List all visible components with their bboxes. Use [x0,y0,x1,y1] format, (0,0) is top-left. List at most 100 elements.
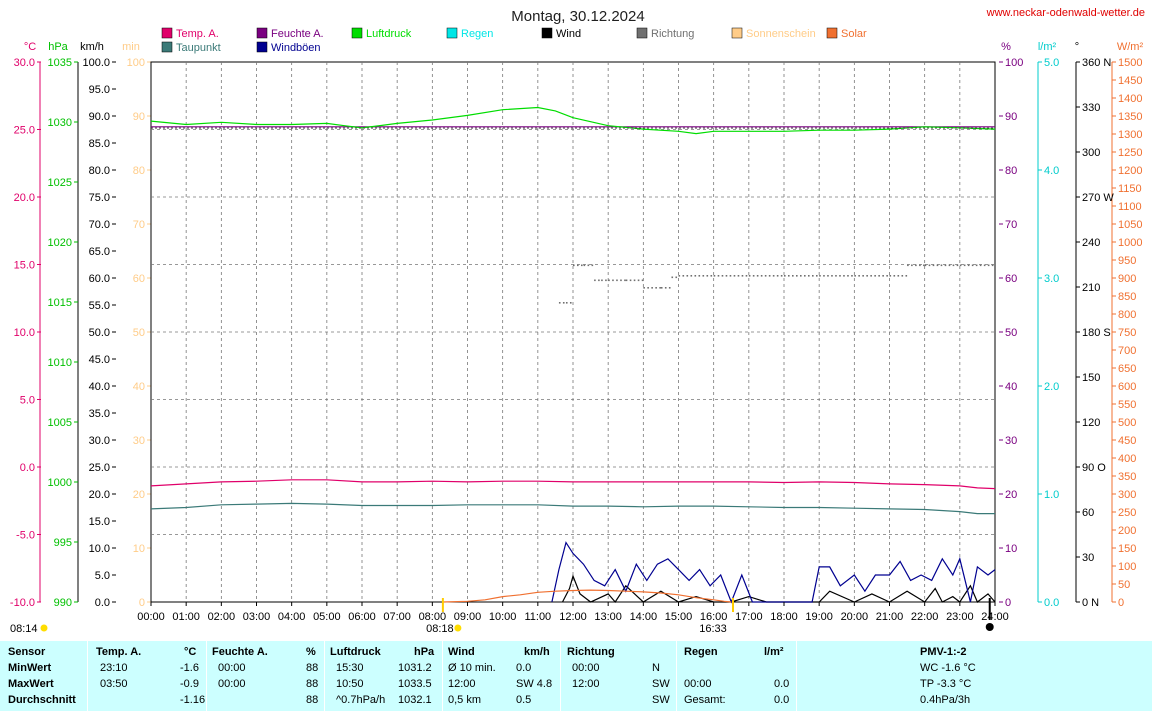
direction-point [915,264,917,267]
direction-point [629,279,632,282]
direction-point [565,302,568,304]
humidity-axis-tick: 10 [1005,543,1017,555]
direction-point [717,275,720,277]
series-solar [442,589,732,603]
legend-swatch [446,27,458,39]
direction-point [940,264,943,267]
direction-axis-tick: 210 [1082,282,1100,294]
series-richtung [558,264,994,304]
series-luftdruck [150,106,996,135]
direction-axis-tick: 150 [1082,372,1100,384]
direction-point [764,275,767,277]
direction-point [843,275,845,277]
direction-point [659,287,661,289]
temp-axis-tick: 5.0 [20,395,35,407]
wind-axis-tick: 95.0 [89,84,110,96]
wind-axis-tick: 15.0 [89,516,110,528]
stats-header-dir: Richtung [567,646,615,658]
humidity-axis-tick: 80 [1005,165,1017,177]
direction-point [664,287,667,289]
stats-header-press: Luftdruck [330,646,381,658]
stats-header-press-unit: hPa [414,646,435,658]
direction-point [862,275,864,277]
solar-axis-tick: 550 [1118,399,1136,411]
solar-axis-tick: 1100 [1118,201,1142,213]
x-tick-label: 19:00 [805,611,833,623]
solar-axis-tick: 200 [1118,525,1136,537]
pressure-axis-tick: 1015 [48,297,72,309]
legend-label: Wind [556,28,581,40]
stats-minwert-temp-time: 23:10 [100,662,128,674]
direction-point [577,264,579,267]
prev-sunset-label: 08:14 [10,623,38,635]
humidity-axis-tick: 70 [1005,219,1017,231]
x-tick-label: 02:00 [208,611,236,623]
direction-point [752,275,755,277]
temp-axis-tick: 30.0 [14,57,35,69]
axis-unit: hPa [48,41,68,53]
direction-point [651,287,653,289]
stats-durchschnitt-wind: 0.5 [516,694,532,706]
direction-point [936,264,939,267]
pressure-axis-tick: 1030 [48,117,72,129]
stats-minwert-wind-time: Ø 10 min. [448,662,496,674]
direction-axis-tick: 240 [1082,237,1100,249]
x-tick-label: 04:00 [278,611,306,623]
x-tick-label: 21:00 [876,611,904,623]
minutes-axis-tick: 70 [133,219,145,231]
direction-point [878,275,880,277]
sun-icon [454,624,462,632]
axis-unit: °C [24,41,36,53]
legend-swatch [541,27,553,39]
solar-axis-tick: 350 [1118,471,1136,483]
stats-durchschnitt-label: Durchschnitt [8,694,76,706]
direction-point [963,264,966,267]
humidity-axis-tick: 100 [1005,57,1023,69]
pressure-axis-tick: 1000 [48,477,72,489]
pressure-axis-tick: 1035 [48,57,72,69]
direction-point [889,275,892,277]
humidity-axis-tick: 90 [1005,111,1017,123]
minutes-axis-tick: 0 [139,597,145,609]
stats-maxwert-rain: 0.0 [774,678,790,690]
direction-axis-tick: 60 [1082,507,1094,519]
temp-axis-tick: -5.0 [16,530,35,542]
direction-point [919,264,921,267]
direction-point [713,275,716,277]
direction-point [788,275,790,277]
wind-axis-tick: 40.0 [89,381,110,393]
direction-point [729,275,732,277]
direction-point [748,275,751,277]
direction-point [620,279,622,282]
direction-point [991,264,994,267]
humidity-axis-tick: 20 [1005,489,1017,501]
x-tick-label: 06:00 [348,611,376,623]
stats-table: Sensor Temp. A. °C Feuchte A. % Luftdruc… [0,641,1152,711]
direction-point [660,287,663,289]
wind-axis-tick: 0.0 [95,597,110,609]
wind-axis-tick: 85.0 [89,138,110,150]
solar-axis-tick: 1150 [1118,183,1142,195]
legend-label: Luftdruck [366,28,412,40]
direction-point [608,279,610,282]
site-link[interactable]: www.neckar-odenwald-wetter.de [986,7,1145,19]
direction-point [959,264,962,267]
solar-axis-tick: 1200 [1118,165,1142,177]
rain-axis-tick: 2.0 [1044,381,1059,393]
stats-minwert-press-time: 15:30 [336,662,364,674]
solar-axis-tick: 650 [1118,363,1136,375]
solar-axis-tick: 1050 [1118,219,1142,231]
wind-axis-tick: 70.0 [89,219,110,231]
x-tick-label: 20:00 [841,611,869,623]
wind-axis-tick: 5.0 [95,570,110,582]
legend-swatch [161,41,173,53]
stats-maxwert-wind: SW 4.8 [516,678,553,690]
direction-point [647,287,649,289]
direction-point [835,275,837,277]
legend-label: Regen [461,28,493,40]
solar-axis-tick: 450 [1118,435,1136,447]
series-windb-en [551,541,996,604]
direction-point [624,279,626,282]
direction-axis-tick: 0 N [1082,597,1099,609]
direction-point [678,275,681,277]
